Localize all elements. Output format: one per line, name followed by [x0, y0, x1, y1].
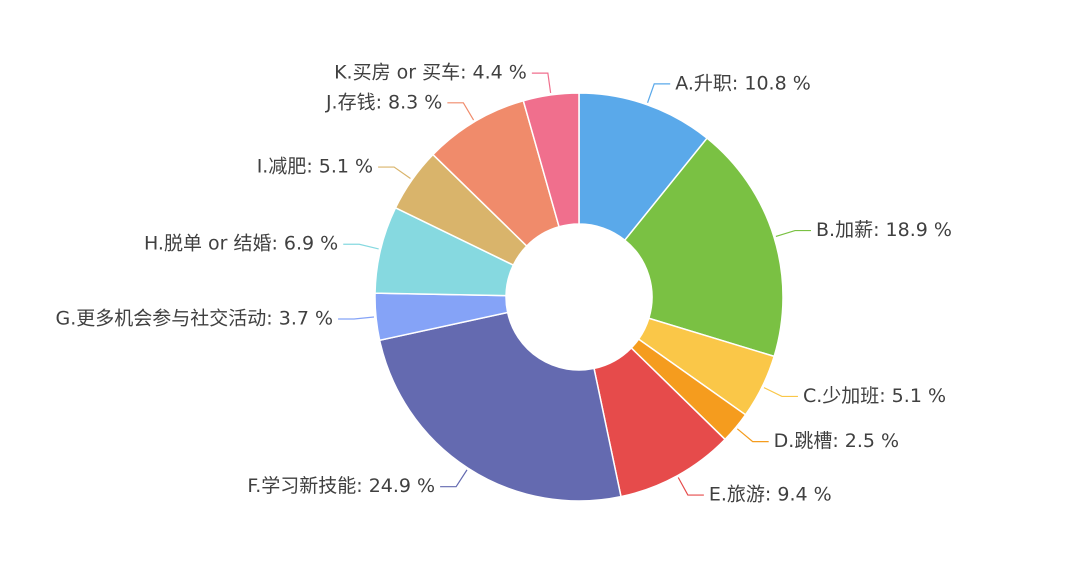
slice-label: I.减肥: 5.1 % [257, 156, 373, 178]
labels-group: A.升职: 10.8 % B.加薪: 18.9 % C.少加班: 5.1 % D.跳槽… [56, 62, 952, 506]
pie-slice[interactable] [623, 137, 784, 358]
pie-slice[interactable] [378, 311, 622, 502]
slices-group [374, 92, 784, 502]
slice-label: B.加薪: 18.9 % [816, 219, 952, 241]
slice-label: D.跳槽: 2.5 % [774, 430, 899, 452]
slice-label: A.升职: 10.8 % [675, 72, 811, 94]
slice-label: H.脱单 or 结婚: 6.9 % [144, 233, 338, 255]
pie-slice[interactable] [578, 92, 709, 242]
slice-label: J.存钱: 8.3 % [325, 91, 442, 113]
leader-line [775, 229, 812, 238]
leader-line [447, 102, 475, 121]
leader-line [646, 83, 671, 103]
leader-line [736, 428, 769, 443]
leader-line [378, 166, 411, 180]
leader-lines-group [338, 72, 812, 496]
slice-label: K.买房 or 买车: 4.4 % [334, 62, 527, 84]
slice-label: F.学习新技能: 24.9 % [247, 475, 435, 497]
leader-line [440, 469, 468, 488]
leader-line [677, 477, 704, 496]
slice-label: E.旅游: 9.4 % [709, 484, 832, 506]
leader-line [763, 387, 798, 398]
slice-label: C.少加班: 5.1 % [803, 385, 946, 407]
leader-line [343, 243, 379, 250]
leader-line [338, 316, 375, 320]
pie-slice[interactable] [522, 92, 580, 228]
leader-line [531, 72, 552, 94]
slice-label: G.更多机会参与社交活动: 3.7 % [56, 307, 334, 329]
